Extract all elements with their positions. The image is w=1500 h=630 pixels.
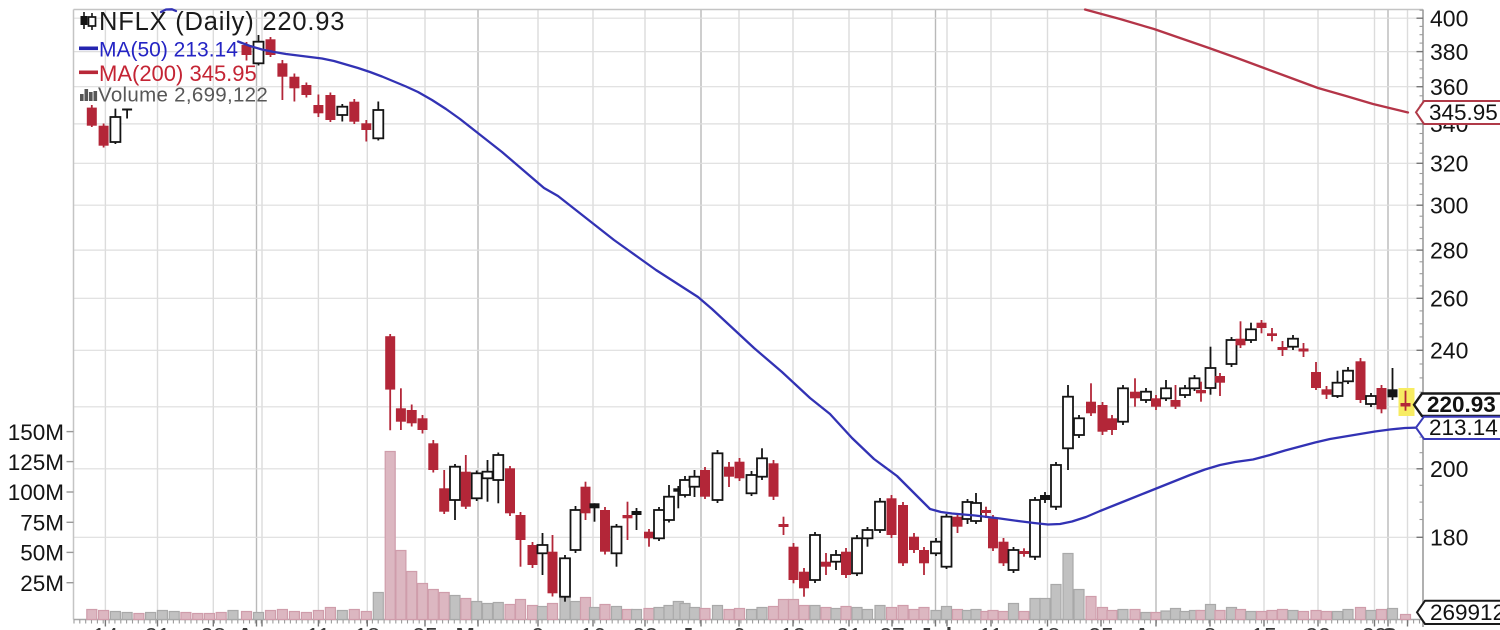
svg-text:240: 240: [1430, 338, 1468, 364]
svg-text:100M: 100M: [8, 480, 64, 505]
svg-text:200: 200: [1430, 456, 1468, 482]
svg-text:25: 25: [412, 623, 438, 630]
svg-text:18: 18: [355, 623, 381, 630]
svg-text:Volume 2,699,122: Volume 2,699,122: [98, 84, 268, 107]
svg-text:21: 21: [145, 623, 171, 630]
svg-text:25: 25: [1088, 623, 1114, 630]
svg-text:300: 300: [1430, 192, 1468, 218]
svg-text:Aug: Aug: [1134, 623, 1179, 630]
svg-text:28: 28: [201, 623, 227, 630]
svg-text:150M: 150M: [8, 420, 64, 445]
svg-text:Apr: Apr: [237, 623, 277, 630]
svg-text:260: 260: [1430, 286, 1468, 312]
svg-text:345.95: 345.95: [1429, 100, 1498, 125]
svg-text:MA(50) 213.14: MA(50) 213.14: [99, 39, 238, 62]
svg-text:50M: 50M: [20, 541, 64, 566]
svg-text:22: 22: [1305, 623, 1331, 630]
svg-text:2699122: 2699122: [1430, 600, 1500, 625]
svg-text:11: 11: [979, 623, 1003, 630]
svg-text:29: 29: [1362, 623, 1388, 630]
svg-text:27: 27: [879, 623, 905, 630]
svg-text:25M: 25M: [20, 571, 64, 596]
svg-text:NFLX (Daily) 220.93: NFLX (Daily) 220.93: [99, 8, 345, 36]
svg-text:Jul: Jul: [919, 623, 952, 630]
svg-text:125M: 125M: [8, 450, 64, 475]
svg-text:21: 21: [836, 623, 862, 630]
svg-text:15: 15: [1251, 623, 1277, 630]
svg-text:6: 6: [733, 623, 746, 630]
svg-text:11: 11: [306, 623, 330, 630]
svg-text:400: 400: [1430, 5, 1468, 31]
svg-text:320: 320: [1430, 151, 1468, 177]
svg-text:360: 360: [1430, 74, 1468, 100]
svg-text:May: May: [456, 623, 501, 630]
svg-text:8: 8: [1204, 623, 1217, 630]
svg-text:9: 9: [532, 623, 545, 630]
svg-text:13: 13: [780, 623, 806, 630]
svg-text:18: 18: [1035, 623, 1061, 630]
svg-text:213.14: 213.14: [1429, 415, 1498, 440]
svg-text:Sep: Sep: [1382, 623, 1424, 630]
svg-text:MA(200) 345.95: MA(200) 345.95: [99, 61, 257, 86]
svg-text:14: 14: [93, 623, 119, 630]
svg-text:Jun: Jun: [681, 623, 722, 630]
svg-text:280: 280: [1430, 237, 1468, 263]
svg-text:380: 380: [1430, 39, 1468, 65]
svg-text:180: 180: [1430, 525, 1468, 551]
svg-text:75M: 75M: [20, 511, 64, 536]
svg-text:220.93: 220.93: [1427, 392, 1496, 417]
svg-text:16: 16: [580, 623, 606, 630]
svg-text:23: 23: [632, 623, 658, 630]
